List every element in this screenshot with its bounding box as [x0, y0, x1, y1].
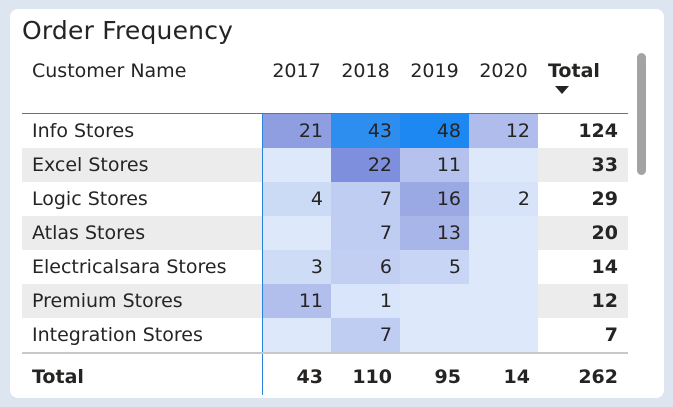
- total-2019: 95: [400, 352, 469, 395]
- totals-label: Total: [22, 352, 262, 395]
- value-cell-2018: 22: [331, 148, 400, 182]
- table-row[interactable]: Excel Stores 22 11 33: [22, 148, 628, 182]
- matrix-table: Customer Name 2017 2018 2019 2020 Total …: [22, 49, 628, 395]
- sort-descending-icon: [555, 86, 569, 94]
- value-cell-2017: 11: [261, 284, 331, 318]
- value-cell-2018: 6: [331, 250, 400, 284]
- value-cell-2017: 4: [261, 182, 331, 216]
- value-cell-2020: [469, 318, 538, 353]
- scrollbar-thumb[interactable]: [637, 53, 646, 175]
- row-header-customer-name: Premium Stores: [22, 284, 262, 318]
- table-row[interactable]: Integration Stores 7 7: [22, 318, 628, 353]
- value-cell-2020: [469, 250, 538, 284]
- value-cell-2020: [469, 148, 538, 182]
- visual-title: Order Frequency: [22, 16, 234, 45]
- value-cell-2017: [261, 216, 331, 250]
- matrix-grid: Customer Name 2017 2018 2019 2020 Total …: [22, 49, 628, 395]
- grand-total: 262: [538, 352, 628, 395]
- column-header-customer-name[interactable]: Customer Name: [22, 49, 262, 114]
- value-cell-2019: 48: [400, 113, 469, 148]
- value-cell-2019: 5: [400, 250, 469, 284]
- vertical-scrollbar[interactable]: [635, 53, 649, 391]
- table-row[interactable]: Logic Stores 4 7 16 2 29: [22, 182, 628, 216]
- total-2018: 110: [331, 352, 400, 395]
- row-total-cell: 7: [604, 324, 618, 346]
- column-header-2020[interactable]: 2020: [469, 49, 538, 114]
- value-cell-2020: 2: [469, 182, 538, 216]
- totals-row: Total 43 110 95 14 262: [22, 352, 628, 395]
- column-header-total[interactable]: Total: [538, 49, 628, 114]
- row-header-customer-name: Logic Stores: [32, 188, 148, 210]
- value-cell-2018: 43: [331, 113, 400, 148]
- value-cell-2019: [400, 318, 469, 353]
- value-cell-2017: 3: [261, 250, 331, 284]
- row-header-customer-name: Integration Stores: [32, 324, 203, 346]
- column-header-2018[interactable]: 2018: [331, 49, 400, 114]
- row-total-cell: 20: [538, 216, 628, 250]
- column-header-2019[interactable]: 2019: [400, 49, 469, 114]
- total-2020: 14: [469, 352, 538, 395]
- value-cell-2019: 16: [400, 182, 469, 216]
- value-cell-2017: [261, 148, 331, 182]
- value-cell-2017: 21: [261, 113, 331, 148]
- row-total-cell: 12: [538, 284, 628, 318]
- row-header-customer-name: Atlas Stores: [22, 216, 262, 250]
- row-total-cell: 29: [591, 188, 618, 210]
- row-total-cell: 124: [578, 120, 618, 142]
- column-header-2017[interactable]: 2017: [262, 49, 331, 114]
- table-row[interactable]: Info Stores 21 43 48 12 124: [22, 113, 628, 148]
- value-cell-2019: 13: [400, 216, 469, 250]
- value-cell-2020: 12: [469, 113, 538, 148]
- row-header-customer-name: Excel Stores: [22, 148, 262, 182]
- value-cell-2019: [400, 284, 469, 318]
- header-row: Customer Name 2017 2018 2019 2020 Total: [22, 49, 628, 114]
- row-total-cell: 33: [538, 148, 628, 182]
- value-cell-2020: [469, 216, 538, 250]
- row-header-customer-name: Info Stores: [32, 120, 135, 142]
- value-cell-2017: [261, 318, 331, 353]
- visual-card: Order Frequency Customer Name 2017 2018 …: [10, 9, 664, 398]
- row-header-customer-name: Electricalsara Stores: [32, 256, 227, 278]
- table-row[interactable]: Premium Stores 11 1 12: [22, 284, 628, 318]
- value-cell-2018: 1: [331, 284, 400, 318]
- value-cell-2018: 7: [331, 318, 400, 353]
- value-cell-2020: [469, 284, 538, 318]
- row-total-cell: 14: [591, 256, 618, 278]
- value-cell-2019: 11: [400, 148, 469, 182]
- table-row[interactable]: Electricalsara Stores 3 6 5 14: [22, 250, 628, 284]
- column-header-total-label: Total: [548, 60, 600, 82]
- total-2017: 43: [261, 352, 331, 395]
- value-cell-2018: 7: [331, 182, 400, 216]
- table-row[interactable]: Atlas Stores 7 13 20: [22, 216, 628, 250]
- value-cell-2018: 7: [331, 216, 400, 250]
